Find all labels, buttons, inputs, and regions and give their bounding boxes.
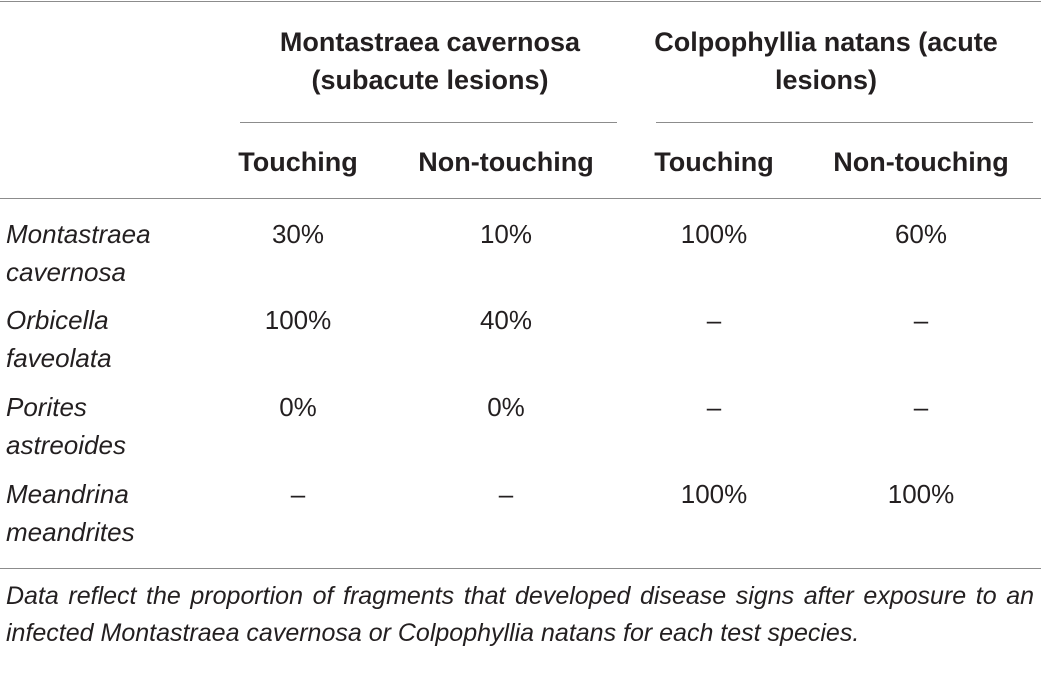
table-cell: – (913, 305, 929, 335)
footnote: Data reflect the proportion of fragments… (6, 582, 1034, 647)
table-cell: 0% (487, 392, 525, 422)
species-name: Orbicella faveolata (6, 305, 112, 373)
top-rule (0, 1, 1041, 2)
table-cell: 100% (680, 479, 748, 509)
table-cell: – (706, 392, 722, 422)
column-header: Non-touching (833, 147, 1009, 177)
group-header: Colpophyllia natans (acute lesions) (654, 27, 998, 95)
table-cell: 30% (271, 219, 325, 249)
table-cell: 40% (479, 305, 533, 335)
bottom-rule (0, 568, 1041, 569)
table-cell: 0% (279, 392, 317, 422)
column-header: Touching (238, 147, 358, 177)
column-header: Non-touching (418, 147, 594, 177)
group-rule (656, 122, 1033, 123)
table-cell: – (290, 479, 306, 509)
table-cell: 100% (680, 219, 748, 249)
group-header: Montastraea cavernosa (subacute lesions) (279, 27, 581, 95)
table-cell: – (706, 305, 722, 335)
table-cell: 100% (887, 479, 955, 509)
table-cell: – (913, 392, 929, 422)
species-name: Porites astreoides (6, 392, 126, 460)
table-cell: – (498, 479, 514, 509)
column-header: Touching (654, 147, 774, 177)
species-name: Montastraea cavernosa (6, 219, 151, 287)
species-name: Meandrina meandrites (6, 479, 135, 547)
table-cell: 60% (894, 219, 948, 249)
header-rule (0, 198, 1041, 199)
table-cell: 100% (264, 305, 332, 335)
table-cell: 10% (479, 219, 533, 249)
group-rule (240, 122, 617, 123)
